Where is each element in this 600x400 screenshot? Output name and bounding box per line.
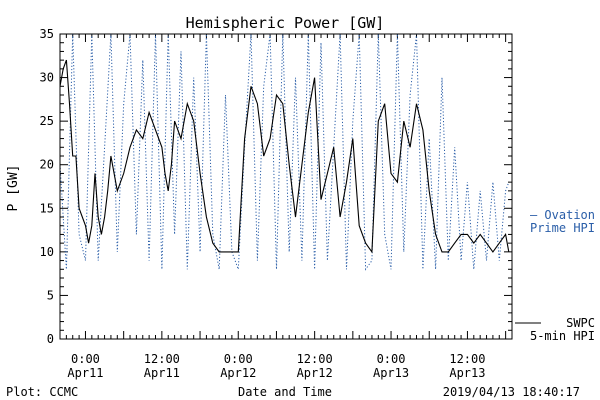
x-tick-label-date: Apr13 — [449, 366, 485, 380]
x-tick-label-date: Apr13 — [373, 366, 409, 380]
y-tick-label: 30 — [40, 71, 54, 85]
x-tick-label-time: 0:00 — [224, 352, 253, 366]
x-tick-label-date: Apr12 — [297, 366, 333, 380]
legend-ovation-line2: Prime HPI — [530, 221, 595, 235]
y-tick-label: 35 — [40, 27, 54, 41]
y-tick-label: 15 — [40, 201, 54, 215]
x-tick-label-time: 12:00 — [297, 352, 333, 366]
x-tick-label-date: Apr11 — [67, 366, 103, 380]
y-axis-title: P [GW] — [6, 165, 21, 212]
chart-title: Hemispheric Power [GW] — [186, 14, 385, 32]
x-tick-label-time: 12:00 — [144, 352, 180, 366]
x-axis-title: Date and Time — [238, 385, 332, 399]
y-tick-label: 25 — [40, 114, 54, 128]
x-axis-ticks: 0:00Apr1112:00Apr110:00Apr1212:00Apr120:… — [59, 34, 513, 380]
legend-swpc-line1: SWPC — [566, 316, 595, 330]
x-tick-label-date: Apr12 — [220, 366, 256, 380]
y-axis-ticks: 0 5 10 15 20 25 30 35 — [40, 27, 512, 346]
y-tick-label: 20 — [40, 158, 54, 172]
legend-swpc-line2: 5-min HPI — [530, 329, 595, 343]
x-tick-label-time: 0:00 — [71, 352, 100, 366]
y-tick-label: 5 — [47, 288, 54, 302]
series-swpc-hpi — [59, 59, 510, 254]
legend-ovation-line1: — Ovation — [530, 208, 595, 222]
y-tick-label: 10 — [40, 245, 54, 259]
y-tick-label: 0 — [47, 332, 54, 346]
footer-plot-source: Plot: CCMC — [6, 385, 78, 399]
series-ovation-prime-hpi — [59, 33, 510, 271]
x-tick-label-time: 0:00 — [377, 352, 406, 366]
x-tick-label-date: Apr11 — [144, 366, 180, 380]
series-line-ovation-prime — [59, 33, 510, 271]
series-line-swpc — [59, 59, 510, 254]
x-tick-label-time: 12:00 — [449, 352, 485, 366]
footer-timestamp: 2019/04/13 18:40:17 — [443, 385, 580, 399]
plot-frame — [59, 33, 513, 340]
